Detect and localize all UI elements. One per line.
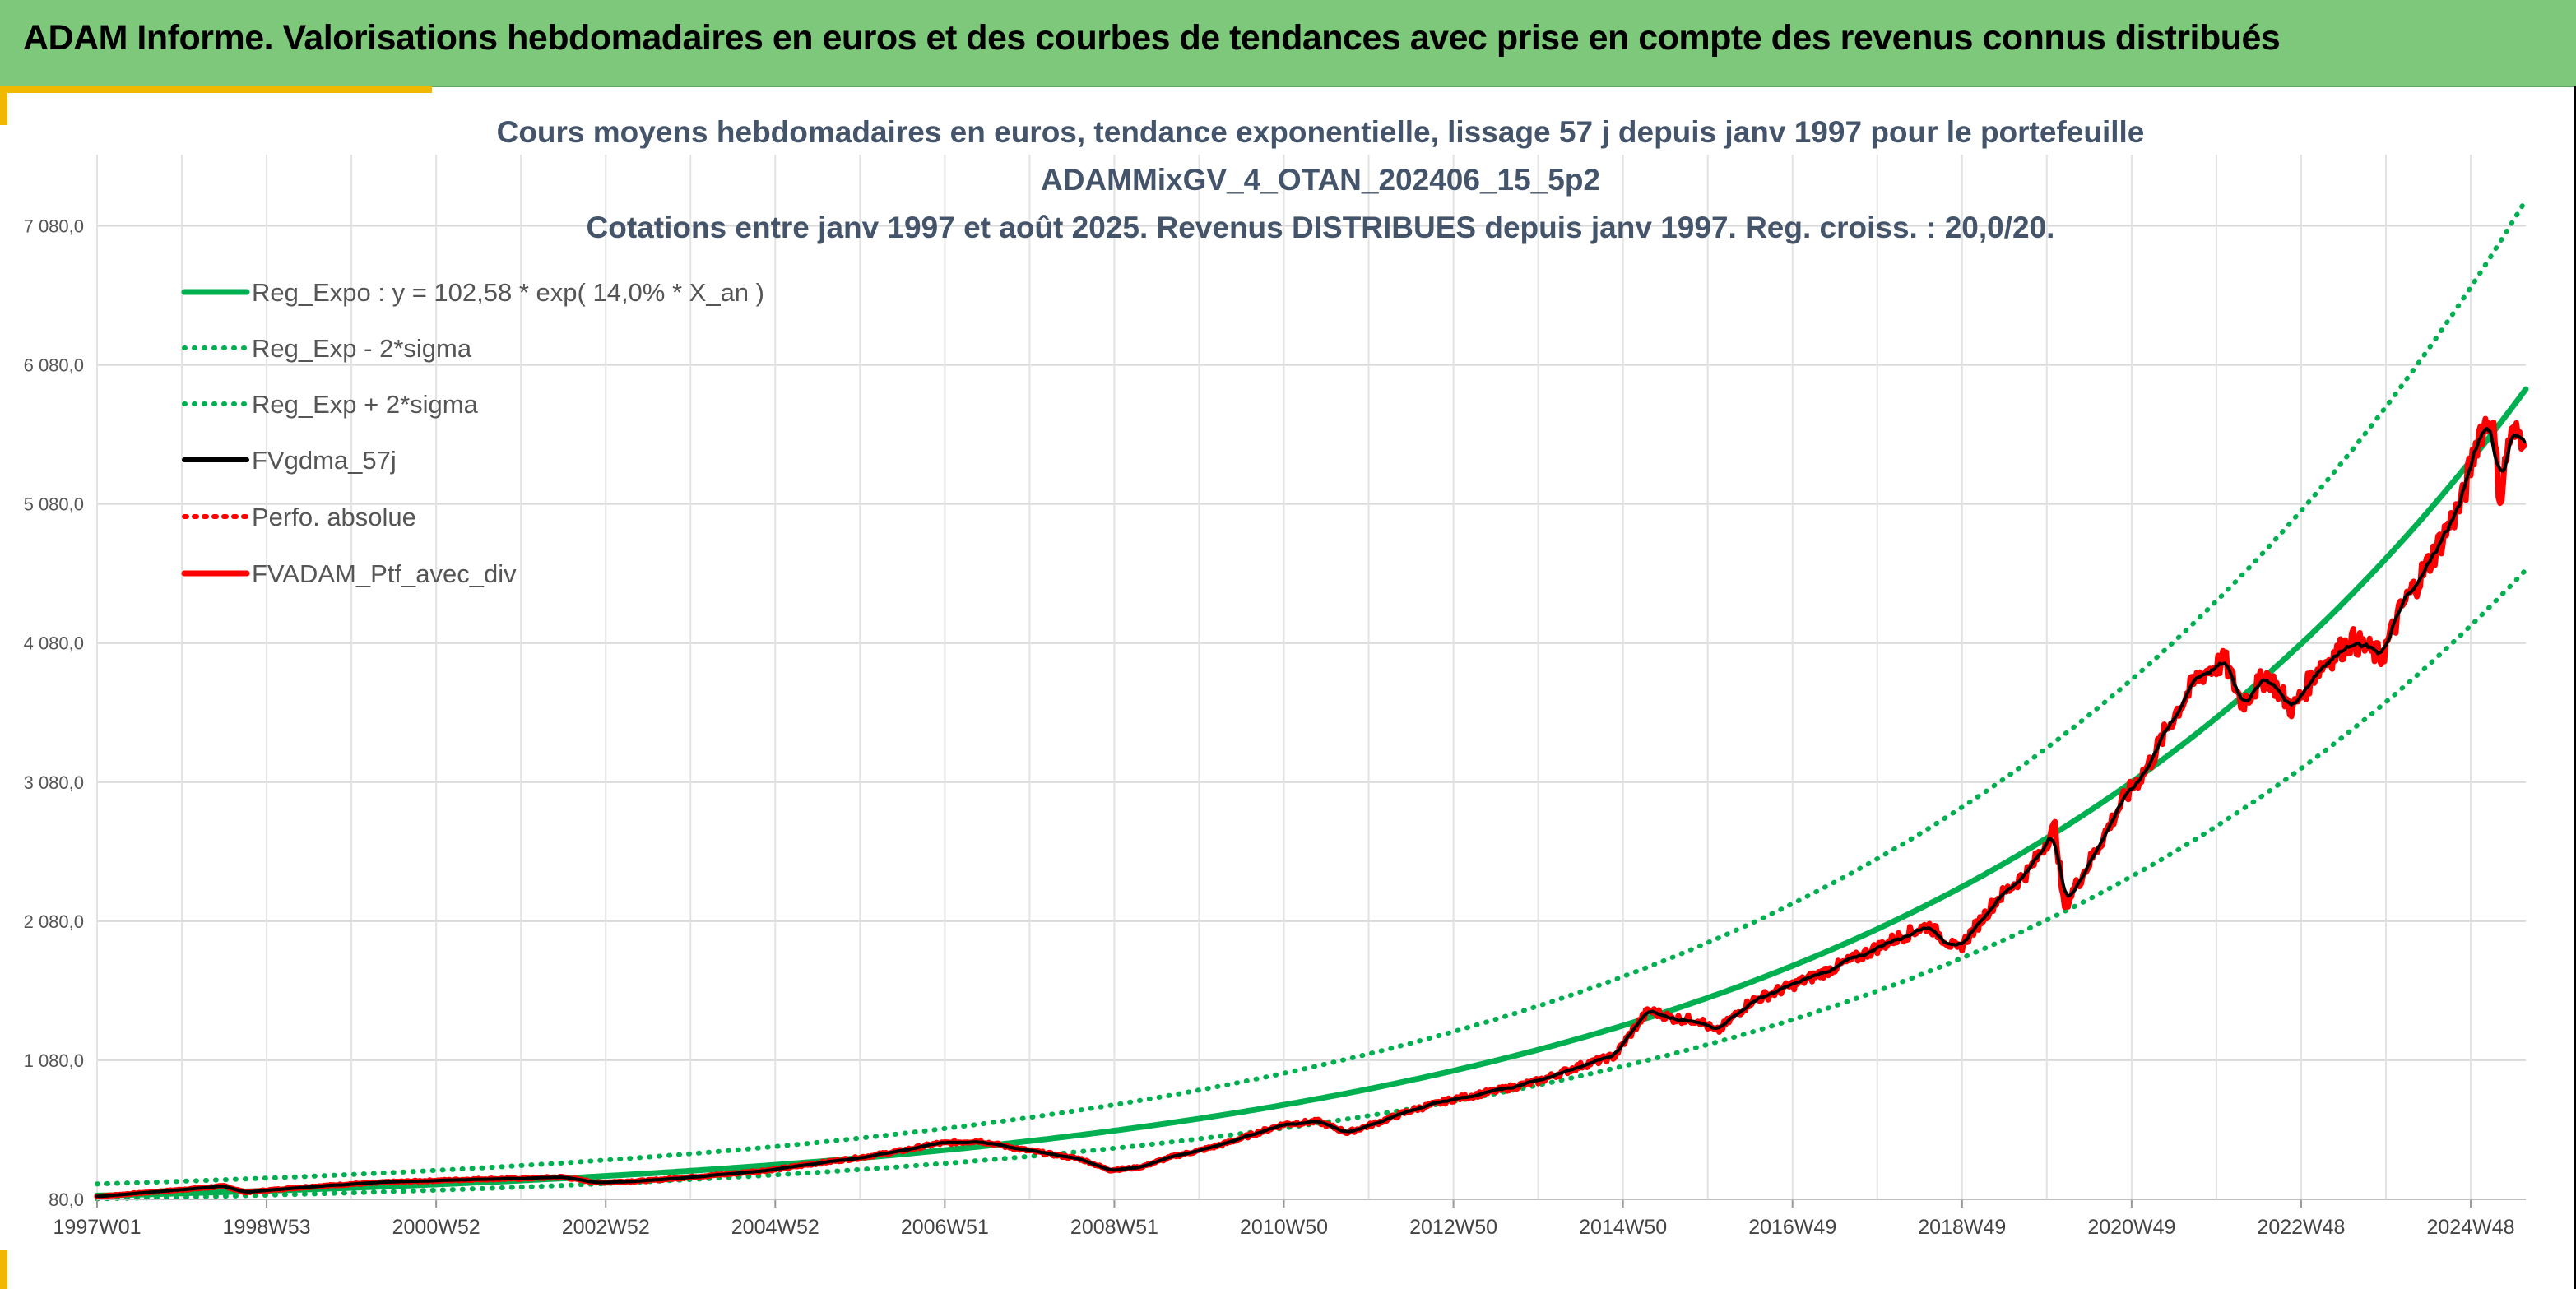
x-tick-label: 2004W52 — [731, 1216, 819, 1239]
accent-bar-left — [0, 86, 7, 125]
x-tick-label: 2014W50 — [1579, 1216, 1667, 1239]
series-line-5 — [94, 415, 2527, 1200]
legend-label: Perfo. absolue — [252, 503, 416, 531]
legend-label: Reg_Exp - 2*sigma — [252, 334, 472, 363]
x-tick-label: 2010W50 — [1240, 1216, 1328, 1239]
x-tick-label: 2002W52 — [562, 1216, 650, 1239]
x-tick-label: 1997W01 — [53, 1216, 141, 1239]
x-tick-label: 2016W49 — [1748, 1216, 1836, 1239]
grid — [96, 155, 2526, 1200]
accent-bar-bottom — [0, 1250, 7, 1289]
legend-label: Reg_Exp + 2*sigma — [252, 390, 479, 419]
y-tick-label: 1 080,0 — [24, 1050, 84, 1071]
series-line-1 — [95, 567, 2528, 1202]
legend-label: Reg_Expo : y = 102,58 * exp( 14,0% * X_a… — [252, 278, 764, 307]
legend-label: FVgdma_57j — [252, 446, 397, 475]
x-tick-label: 2020W49 — [2087, 1216, 2175, 1239]
x-tick-label: 1998W53 — [223, 1216, 311, 1239]
page-title: ADAM Informe. Valorisations hebdomadaire… — [23, 18, 2281, 58]
legend: Reg_Expo : y = 102,58 * exp( 14,0% * X_a… — [181, 278, 764, 588]
series-line-2 — [95, 197, 2528, 1187]
x-tick-label: 2024W48 — [2427, 1216, 2515, 1239]
x-tick-label: 2018W49 — [1918, 1216, 2006, 1239]
axes: 80,0 1 080,0 2 080,0 3 080,0 4 080,0 5 080,0 6… — [24, 216, 2526, 1239]
legend-label: FVADAM_Ptf_avec_div — [252, 559, 517, 588]
y-tick-label: 4 080,0 — [24, 633, 84, 654]
x-tick-label: 2008W51 — [1070, 1216, 1158, 1239]
y-tick-label: 5 080,0 — [24, 494, 84, 515]
series-line-3 — [95, 426, 2527, 1199]
chart-title-line: ADAMMixGV_4_OTAN_202406_15_5p2 — [1041, 163, 1600, 197]
y-tick-label: 6 080,0 — [24, 355, 84, 376]
frame-right — [2574, 86, 2576, 1289]
y-tick-label: 2 080,0 — [24, 911, 84, 932]
y-tick-label: 80,0 — [49, 1189, 84, 1210]
chart-title-line: Cotations entre janv 1997 et août 2025. … — [587, 211, 2055, 244]
x-tick-label: 2022W48 — [2257, 1216, 2345, 1239]
series-line-4 — [95, 416, 2527, 1199]
x-tick-label: 2012W50 — [1409, 1216, 1497, 1239]
chart-title: Cours moyens hebdomadaires en euros, ten… — [497, 115, 2145, 244]
x-tick-label: 2000W52 — [392, 1216, 480, 1239]
chart-title-line: Cours moyens hebdomadaires en euros, ten… — [497, 115, 2145, 149]
series-line-0 — [94, 386, 2529, 1199]
series — [94, 197, 2529, 1202]
accent-bar-top — [0, 86, 432, 93]
y-tick-label: 3 080,0 — [24, 772, 84, 793]
x-tick-label: 2006W51 — [901, 1216, 989, 1239]
header-bar: ADAM Informe. Valorisations hebdomadaire… — [0, 0, 2576, 87]
y-tick-label: 7 080,0 — [24, 216, 84, 237]
